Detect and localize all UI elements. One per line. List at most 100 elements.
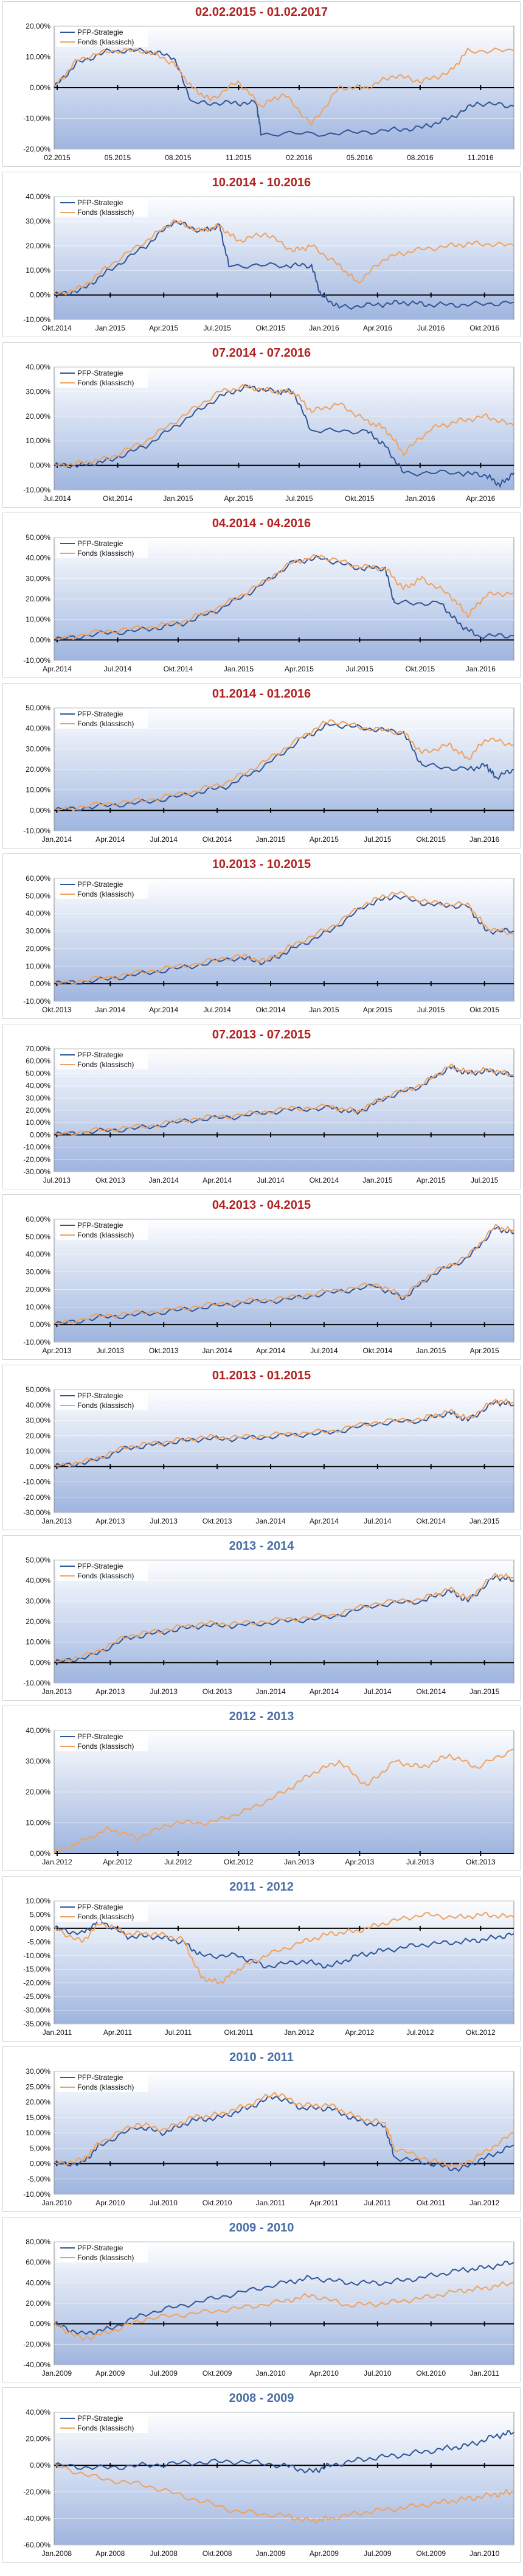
legend-fund-label: Fonds (klassisch) [77,1231,134,1239]
x-tick-label: Jan.2010 [42,2199,72,2207]
series-fund-line [54,383,514,468]
x-tick-label: Jan.2016 [309,324,339,332]
y-tick-label: 40,00% [26,1577,50,1585]
legend-strategy-label: PFP-Strategie [77,2414,123,2423]
y-tick-label: -35,00% [23,2020,50,2028]
x-tick-label: Okt.2014 [416,1517,446,1525]
chart-panel: 04.2014 - 04.2016 50,00% 40,00% 30,00% 20,00… [2,513,521,678]
legend-strategy-label: PFP-Strategie [77,2244,123,2252]
series-fund-line [54,553,514,640]
chart-title: 10.2014 - 10.2016 [212,176,311,189]
y-tick-label: -25,00% [23,1992,50,2001]
legend-box [57,1050,148,1069]
legend-box [57,2243,148,2263]
legend-strategy-label: PFP-Strategie [77,1732,123,1741]
chart-svg: 50,00% 40,00% 30,00% 20,00% 10,00% 0,00% -10,0… [23,704,514,844]
legend-strategy-label: PFP-Strategie [77,369,123,377]
series-strategy-line [54,2261,514,2336]
x-tick-label: 05.2016 [347,153,373,162]
chart-svg: 50,00% 40,00% 30,00% 20,00% 10,00% 0,00% -10,0… [23,1385,514,1525]
x-tick-label: Jan.2010 [255,2369,286,2378]
y-tick-label: 5,00% [30,2144,50,2152]
legend-box [57,1561,148,1581]
x-tick-label: 08.2015 [165,153,192,162]
legend-strategy-label: PFP-Strategie [77,710,123,718]
x-tick-label: Jan.2013 [284,1858,314,1866]
y-tick-label: 40,00% [26,1726,50,1735]
y-tick-label: 0,00% [30,291,50,299]
series-strategy-line [54,1917,514,1969]
x-tick-label: Okt.2014 [42,324,72,332]
y-tick-label: 50,00% [26,1556,50,1564]
x-tick-label: Apr.2015 [285,665,314,673]
legend-box [57,1902,148,1922]
series-fund-line [54,2462,514,2524]
x-tick-label: Apr.2013 [95,1687,125,1696]
chart-svg: 60,00% 50,00% 40,00% 30,00% 20,00% 10,00% 0,00… [23,1215,514,1355]
chart-svg: 60,00% 50,00% 40,00% 30,00% 20,00% 10,00% 0,00… [23,874,514,1014]
y-tick-label: 10,00% [26,615,50,624]
chart-panel: 04.2013 - 04.2015 60,00% 50,00% 40,00% 30,00… [2,1194,521,1360]
x-tick-label: Okt.2013 [42,1006,72,1014]
x-tick-label: Jul.2014 [150,835,178,844]
y-tick-label: 0,00% [30,1658,50,1667]
x-tick-label: Jul.2013 [150,1517,178,1525]
x-tick-label: Jan.2010 [469,2549,500,2558]
x-tick-label: 02.2015 [44,153,71,162]
legend-strategy-label: PFP-Strategie [77,198,123,207]
x-tick-label: Jul.2013 [43,1176,71,1185]
x-tick-label: Jul.2011 [165,2028,192,2037]
legend-box [57,539,148,558]
series-fund-line [54,1911,514,1985]
x-tick-label: Jul.2014 [257,1176,285,1185]
y-tick-label: -10,00% [23,1143,50,1152]
y-tick-label: -20,00% [23,2488,50,2496]
y-tick-label: 50,00% [26,892,50,900]
legend-strategy-label: PFP-Strategie [77,1051,123,1059]
x-tick-label: Jul.2014 [203,1006,231,1014]
x-tick-label: Okt.2013 [95,1176,125,1185]
x-tick-label: Jul.2015 [471,1176,499,1185]
x-tick-label: 02.2016 [286,153,313,162]
legend-fund-label: Fonds (klassisch) [77,2083,134,2091]
chart-svg: 50,00% 40,00% 30,00% 20,00% 10,00% 0,00% -10,0… [23,533,514,673]
x-tick-label: Jan.2014 [95,1006,126,1014]
y-tick-label: 60,00% [26,1215,50,1223]
y-tick-label: 30,00% [26,217,50,225]
chart-panel: 01.2013 - 01.2015 50,00% 40,00% 30,00% 20,00… [2,1365,521,1530]
x-tick-label: Jan.2011 [469,2369,499,2378]
legend-fund-label: Fonds (klassisch) [77,1572,134,1580]
y-tick-label: 40,00% [26,909,50,918]
y-tick-label: 20,00% [26,944,50,953]
x-tick-label: Apr.2008 [95,2549,125,2558]
legend-fund-label: Fonds (klassisch) [77,890,134,898]
x-tick-label: Jan.2009 [255,2549,286,2558]
x-tick-label: Jan.2008 [42,2549,72,2558]
chart-title: 2009 - 2010 [229,2221,294,2235]
y-tick-label: 30,00% [26,1757,50,1766]
y-tick-label: 40,00% [26,1401,50,1409]
x-tick-label: Jan.2013 [42,1687,72,1696]
y-tick-label: 30,00% [26,2067,50,2076]
y-tick-label: 0,00% [30,1924,50,1933]
y-tick-label: -20,00% [23,2340,50,2348]
x-tick-label: Okt.2014 [416,1687,446,1696]
y-tick-label: 0,00% [30,1462,50,1471]
chart-title: 10.2013 - 10.2015 [212,858,311,871]
x-tick-label: Jan.2011 [256,2199,286,2207]
y-tick-label: -10,00% [23,315,50,324]
y-tick-label: 0,00% [30,806,50,814]
chart-panel: 2008 - 2009 40,00% 20,00% 0,00% -20,00% -40,0… [2,2387,521,2563]
x-tick-label: Okt.2015 [405,665,435,673]
x-tick-label: Jul.2012 [406,2028,434,2037]
legend-fund-label: Fonds (klassisch) [77,1060,134,1069]
y-tick-label: 0,00% [30,2461,50,2469]
x-tick-label: Apr.2015 [310,835,339,844]
y-tick-label: -20,00% [23,145,50,153]
chart-panel: 2010 - 2011 30,00% 25,00% 20,00% 15,00% 10,00… [2,2046,521,2212]
